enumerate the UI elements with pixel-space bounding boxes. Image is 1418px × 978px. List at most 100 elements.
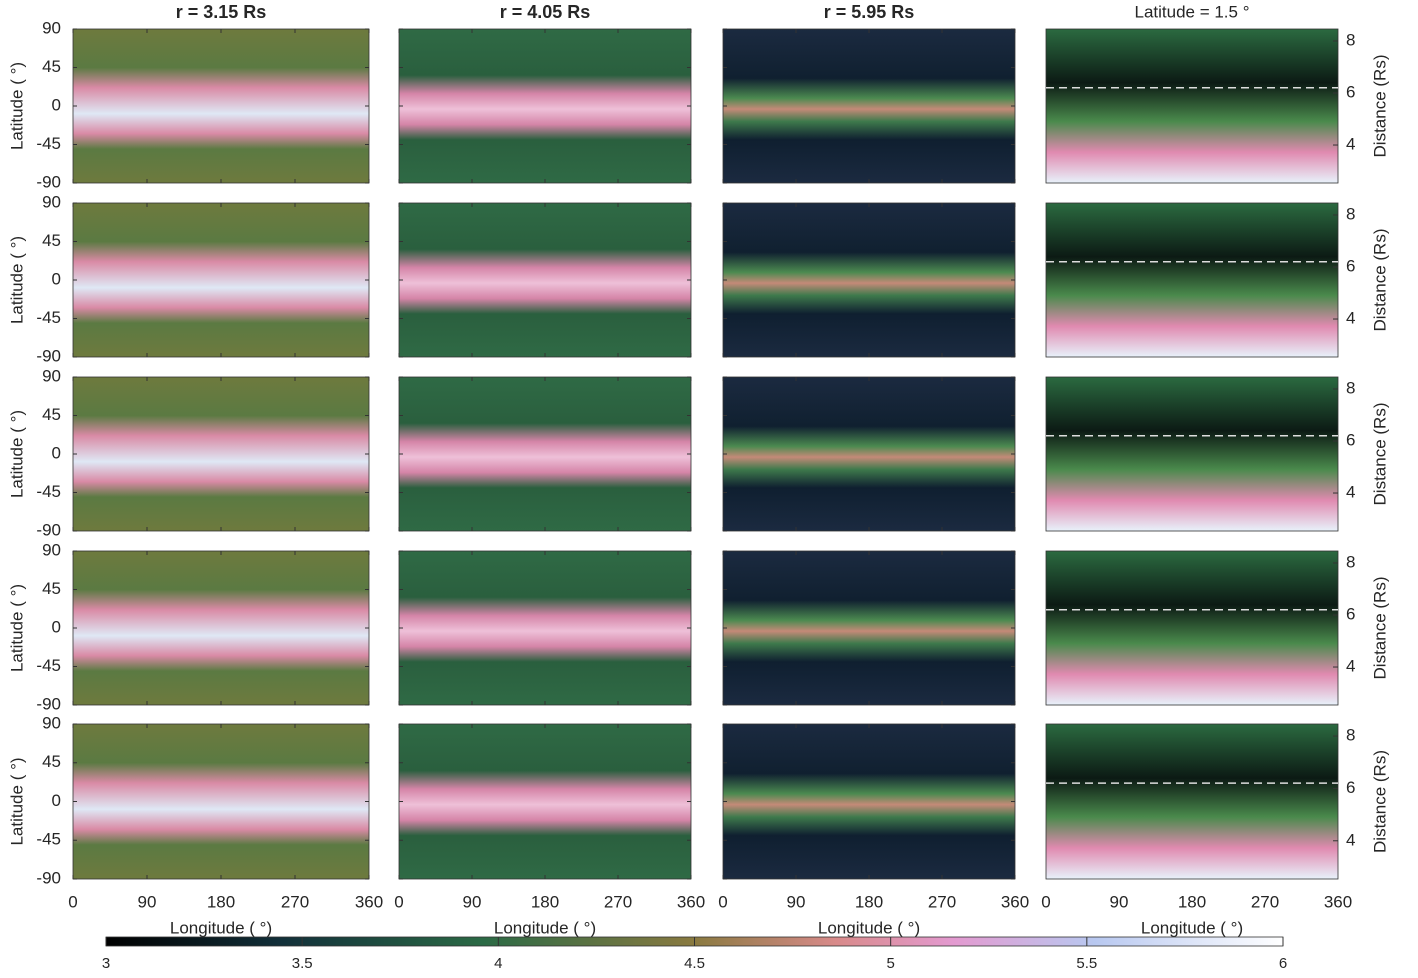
x-tick-label: 0: [1041, 892, 1050, 911]
x-tick-label: 360: [355, 892, 383, 911]
colorbar-tick-label: 6: [1279, 955, 1287, 972]
y-tick-label: -45: [36, 134, 61, 153]
heatmap-panel: [1045, 376, 1339, 532]
colorbar-tick-label: 3: [102, 955, 110, 972]
y2-tick-label: 4: [1346, 830, 1355, 849]
column-title: Latitude = 1.5 °: [1134, 2, 1249, 21]
heatmap-panel: [398, 202, 692, 358]
y-tick-label: 0: [52, 617, 61, 636]
y2-tick-label: 8: [1346, 726, 1355, 745]
y-tick-label: 90: [42, 18, 61, 37]
heatmap-panel: [722, 202, 1016, 358]
heatmap-panel: [1045, 202, 1339, 358]
x-tick-label: 90: [138, 892, 157, 911]
heatmap-panel: [398, 550, 692, 706]
y-tick-label: -45: [36, 482, 61, 501]
y-tick-label: 45: [42, 405, 61, 424]
y-tick-label: -90: [36, 172, 61, 191]
y-tick-label: 0: [52, 443, 61, 462]
y-axis-label: Latitude ( °): [7, 236, 26, 324]
y-tick-label: 45: [42, 752, 61, 771]
heatmap-panel: [398, 28, 692, 184]
x-tick-label: 270: [1251, 892, 1279, 911]
heatmap-panel: [722, 28, 1016, 184]
heatmap-panel: [722, 376, 1016, 532]
heatmap-panel: [72, 550, 370, 706]
y-axis-label: Latitude ( °): [7, 62, 26, 150]
x-tick-label: 360: [677, 892, 705, 911]
y-tick-label: -90: [36, 520, 61, 539]
x-tick-label: 0: [68, 892, 77, 911]
colorbar-tick-label: 5.5: [1076, 955, 1097, 972]
y2-axis-label: Distance (Rs): [1370, 55, 1389, 158]
y2-tick-label: 4: [1346, 309, 1355, 328]
x-tick-label: 180: [531, 892, 559, 911]
y2-axis-label: Distance (Rs): [1370, 229, 1389, 332]
y2-tick-label: 6: [1346, 82, 1355, 101]
y2-axis-label: Distance (Rs): [1370, 577, 1389, 680]
x-tick-label: 90: [1110, 892, 1129, 911]
y-tick-label: 0: [52, 791, 61, 810]
y-tick-label: 90: [42, 192, 61, 211]
heatmap-panel: [72, 376, 370, 532]
x-tick-label: 270: [604, 892, 632, 911]
y2-tick-label: 6: [1346, 430, 1355, 449]
y-axis-label: Latitude ( °): [7, 757, 26, 845]
x-tick-label: 90: [463, 892, 482, 911]
y-tick-label: 90: [42, 713, 61, 732]
y2-tick-label: 6: [1346, 778, 1355, 797]
y2-tick-label: 8: [1346, 30, 1355, 49]
colorbar-tick-label: 4: [494, 955, 502, 972]
y-tick-label: -45: [36, 656, 61, 675]
y2-tick-label: 6: [1346, 256, 1355, 275]
heatmap-panel: [72, 723, 370, 880]
heatmap-panel: [398, 723, 692, 880]
x-axis-label: Longitude ( °): [1141, 918, 1243, 937]
x-tick-label: 90: [787, 892, 806, 911]
y2-tick-label: 8: [1346, 378, 1355, 397]
heatmap-panel: [1045, 28, 1339, 184]
y-tick-label: 0: [52, 95, 61, 114]
x-axis-label: Longitude ( °): [170, 918, 272, 937]
x-tick-label: 180: [1178, 892, 1206, 911]
y-axis-label: Latitude ( °): [7, 584, 26, 672]
y2-tick-label: 8: [1346, 204, 1355, 223]
y2-axis-label: Distance (Rs): [1370, 403, 1389, 506]
y2-axis-label: Distance (Rs): [1370, 750, 1389, 853]
y2-tick-label: 8: [1346, 552, 1355, 571]
x-tick-label: 270: [281, 892, 309, 911]
x-tick-label: 0: [718, 892, 727, 911]
y2-tick-label: 4: [1346, 483, 1355, 502]
heatmap-panel: [722, 723, 1016, 880]
heatmap-panel: [72, 202, 370, 358]
y-tick-label: -90: [36, 868, 61, 887]
y2-tick-label: 4: [1346, 135, 1355, 154]
heatmap-panel: [1045, 723, 1339, 880]
x-tick-label: 360: [1324, 892, 1352, 911]
x-tick-label: 360: [1001, 892, 1029, 911]
heatmap-panel: [398, 376, 692, 532]
y2-tick-label: 6: [1346, 604, 1355, 623]
y2-tick-label: 4: [1346, 657, 1355, 676]
x-tick-label: 270: [928, 892, 956, 911]
y-tick-label: 0: [52, 269, 61, 288]
heatmap-panel: [1045, 550, 1339, 706]
colorbar-tick-label: 5: [886, 955, 894, 972]
colorbar-tick-label: 4.5: [684, 955, 705, 972]
column-title: r = 5.95 Rs: [824, 2, 915, 22]
y-tick-label: 45: [42, 231, 61, 250]
x-axis-label: Longitude ( °): [818, 918, 920, 937]
x-tick-label: 0: [394, 892, 403, 911]
y-tick-label: -90: [36, 694, 61, 713]
x-tick-label: 180: [207, 892, 235, 911]
heatmap-panel: [722, 550, 1016, 706]
y-tick-label: -45: [36, 308, 61, 327]
y-tick-label: -45: [36, 830, 61, 849]
colorbar-tick-label: 3.5: [292, 955, 313, 972]
y-tick-label: 90: [42, 366, 61, 385]
column-title: r = 3.15 Rs: [176, 2, 267, 22]
y-axis-label: Latitude ( °): [7, 410, 26, 498]
heatmap-panel: [72, 28, 370, 184]
y-tick-label: -90: [36, 346, 61, 365]
